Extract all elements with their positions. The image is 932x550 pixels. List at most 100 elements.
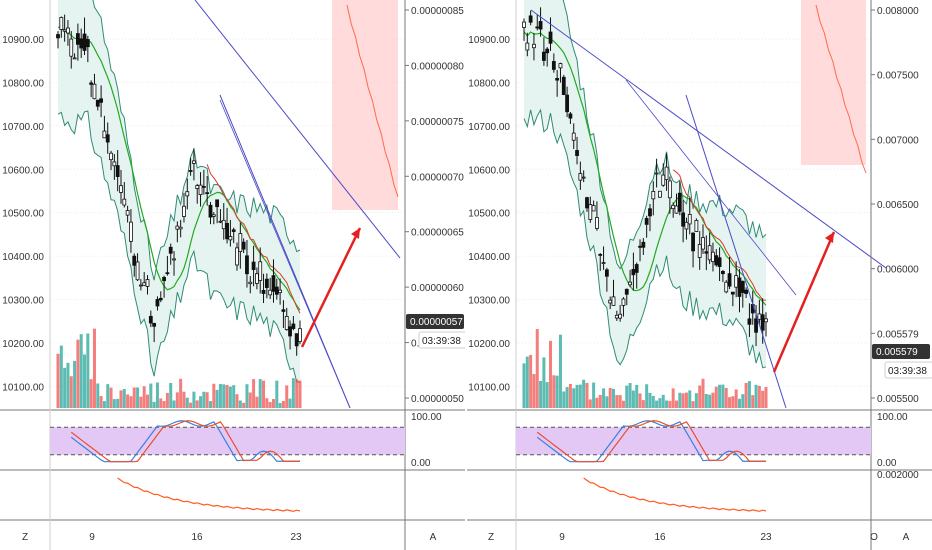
volume-bar [268, 402, 272, 408]
secondary-tick-label: 0.007000 [877, 135, 919, 146]
candle-body [664, 166, 669, 180]
oscillator-band [50, 427, 405, 455]
volume-bar [671, 388, 675, 408]
volume-bar [721, 384, 725, 408]
candle-body [528, 15, 533, 23]
moving-average-line [523, 31, 767, 306]
volume-bar [529, 354, 533, 408]
volume-bar [575, 384, 579, 408]
volume-bar [578, 384, 582, 408]
chart-panel-right[interactable]: 10900.00 10800.00 10700.00 10600.00 10500.00… [466, 0, 932, 550]
volume-bar [298, 380, 302, 408]
volume-bar [648, 392, 652, 408]
candle-body [75, 33, 80, 45]
candle-body [251, 261, 256, 270]
price-tick-label: 10100.00 [2, 382, 44, 393]
volume-bar [212, 383, 216, 408]
volume-bar [99, 396, 103, 408]
volume-bar [129, 396, 133, 408]
volume-bar [271, 399, 275, 408]
oscillator-d-line [70, 420, 300, 463]
countdown-badge-box [884, 361, 932, 379]
candle-body [701, 237, 705, 250]
candle-body [674, 205, 679, 214]
candle-body [545, 48, 550, 54]
volume-bar [757, 385, 761, 408]
price-tick-label: 10400.00 [2, 252, 44, 263]
volume-bar [76, 339, 80, 408]
candle-body [215, 199, 220, 208]
candle-body [99, 98, 103, 103]
volume-bar [539, 380, 543, 408]
candle-body [661, 174, 666, 186]
candle-body [681, 212, 686, 227]
oscillator-tick-label: 0.00 [411, 458, 431, 469]
candle-body [205, 192, 210, 195]
candle-body [82, 33, 87, 51]
candle-body [611, 296, 616, 306]
x-tick-label: 9 [559, 532, 565, 543]
volume-bar [278, 402, 282, 408]
volume-bar [744, 382, 748, 408]
candle-body [691, 232, 695, 252]
candle-body [195, 185, 200, 189]
candle-body [687, 214, 692, 225]
candle-body [588, 204, 593, 220]
candle-body [595, 217, 599, 229]
candle-body [231, 229, 236, 232]
volume-bar [638, 393, 642, 408]
volume-bar [83, 354, 87, 408]
candle-body [601, 262, 606, 264]
volume-bar [262, 380, 266, 408]
trendline-upper [530, 9, 887, 269]
candle-body [192, 160, 196, 164]
volume-bar [635, 384, 639, 408]
chart-panel-left[interactable]: 10900.00 10800.00 10700.00 10600.00 10500.00… [0, 0, 466, 550]
volume-bar [684, 392, 688, 408]
volume-bar [162, 401, 166, 408]
oscillator-tick-label: 0.00 [877, 458, 897, 469]
volume-bar [185, 397, 189, 408]
countdown-label: 03:39:38 [422, 336, 461, 347]
candle-body [85, 39, 90, 48]
volume-bar [255, 396, 259, 408]
x-tick-label: O [870, 532, 878, 543]
candle-body [168, 246, 173, 254]
volume-bar [724, 387, 728, 408]
candle-body [228, 236, 233, 241]
volume-bar [605, 396, 609, 408]
volume-bar [102, 401, 106, 408]
candle-body [604, 269, 609, 277]
last-value-badge: 0.00000057 [406, 314, 464, 329]
candle-body [62, 29, 67, 32]
candle-body [241, 241, 246, 250]
volume-bar [56, 353, 60, 408]
bollinger-lower [523, 108, 767, 369]
candle-body [152, 323, 157, 327]
volume-bar [132, 387, 136, 408]
bollinger-upper [562, 0, 767, 270]
candle-body [631, 269, 636, 276]
volume-bar [275, 380, 279, 408]
volume-bar [525, 356, 529, 408]
volume-bar [195, 400, 199, 408]
volume-bar [661, 394, 665, 408]
candle-body [591, 205, 596, 212]
candle-body [671, 204, 676, 210]
candle-body [105, 134, 110, 143]
trendline-channel [625, 79, 797, 296]
volume-bar [545, 382, 549, 408]
candle-body [548, 31, 553, 44]
prediction-arrow-head [825, 232, 834, 243]
secondary-tick-label: 0.007500 [877, 71, 919, 82]
candle-body [734, 275, 739, 288]
candle-body [638, 245, 642, 248]
candle-body [132, 255, 137, 266]
candle-body [135, 261, 140, 281]
candle-body [109, 152, 113, 161]
volume-bar [169, 382, 173, 408]
price-tick-label: 10200.00 [2, 339, 44, 350]
volume-bar [532, 374, 536, 408]
lower-tick-label: 0.002000 [877, 470, 919, 481]
candle-body [717, 257, 722, 267]
